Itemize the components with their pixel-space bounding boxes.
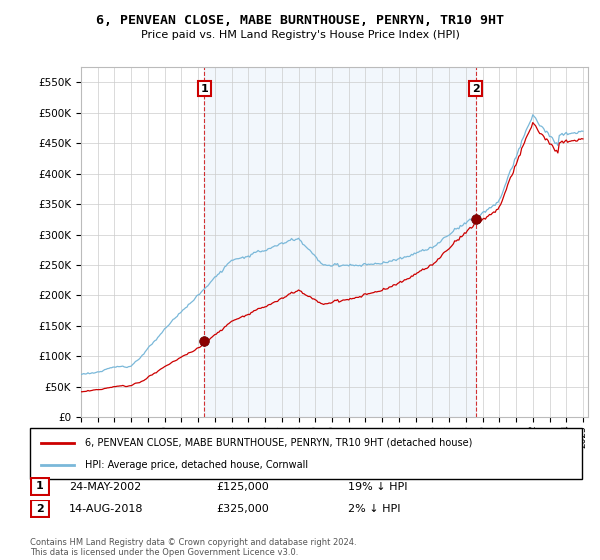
Text: 24-MAY-2002: 24-MAY-2002 — [69, 482, 141, 492]
Text: Contains HM Land Registry data © Crown copyright and database right 2024.
This d: Contains HM Land Registry data © Crown c… — [30, 538, 356, 557]
Text: 2: 2 — [36, 504, 44, 514]
Text: 1: 1 — [36, 482, 44, 491]
Text: 2% ↓ HPI: 2% ↓ HPI — [348, 504, 401, 514]
Text: £125,000: £125,000 — [216, 482, 269, 492]
Text: £325,000: £325,000 — [216, 504, 269, 514]
Text: 19% ↓ HPI: 19% ↓ HPI — [348, 482, 407, 492]
Bar — [205, 67, 476, 417]
Text: Price paid vs. HM Land Registry's House Price Index (HPI): Price paid vs. HM Land Registry's House … — [140, 30, 460, 40]
FancyBboxPatch shape — [30, 428, 582, 479]
Text: 14-AUG-2018: 14-AUG-2018 — [69, 504, 143, 514]
Text: HPI: Average price, detached house, Cornwall: HPI: Average price, detached house, Corn… — [85, 460, 308, 470]
Text: 1: 1 — [200, 83, 208, 94]
Text: 6, PENVEAN CLOSE, MABE BURNTHOUSE, PENRYN, TR10 9HT (detached house): 6, PENVEAN CLOSE, MABE BURNTHOUSE, PENRY… — [85, 437, 473, 447]
Text: 2: 2 — [472, 83, 479, 94]
Text: 6, PENVEAN CLOSE, MABE BURNTHOUSE, PENRYN, TR10 9HT: 6, PENVEAN CLOSE, MABE BURNTHOUSE, PENRY… — [96, 14, 504, 27]
